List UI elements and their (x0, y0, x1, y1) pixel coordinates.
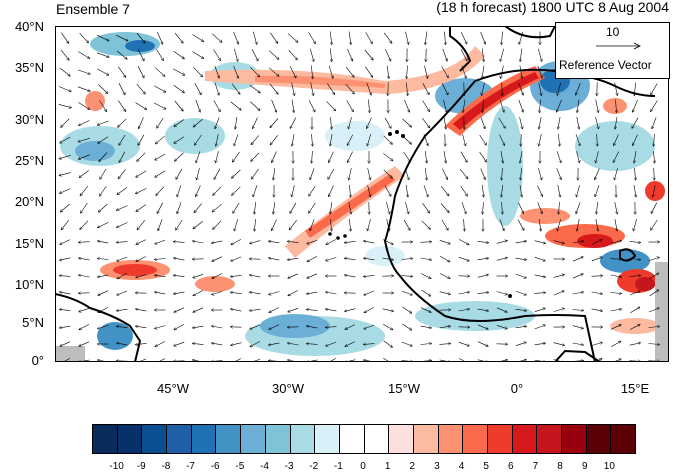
reference-vector-label: Reference Vector (559, 58, 652, 72)
lat-label-5n: 5°N (0, 315, 44, 330)
colorbar-swatch (439, 425, 464, 453)
colorbar-tick-label: -3 (277, 461, 301, 472)
colorbar-tick-label: -2 (302, 461, 326, 472)
colorbar (92, 424, 636, 454)
colorbar-tick-label: -5 (228, 461, 252, 472)
colorbar-swatch (611, 425, 635, 453)
plot-title-right: (18 h forecast) 1800 UTC 8 Aug 2004 (436, 0, 669, 15)
colorbar-swatch (513, 425, 538, 453)
colorbar-tick-label: 1 (376, 461, 400, 472)
colorbar-swatch (241, 425, 266, 453)
lon-label-0: 0° (487, 381, 547, 396)
colorbar-tick-label: 6 (499, 461, 523, 472)
lon-label-15w: 15°W (374, 381, 434, 396)
reference-vector-magnitude: 10 (606, 25, 619, 39)
colorbar-swatch (266, 425, 291, 453)
colorbar-tick-label: -4 (252, 461, 276, 472)
colorbar-tick-label: 0 (351, 461, 375, 472)
colorbar-tick-label: 2 (400, 461, 424, 472)
colorbar-swatch (167, 425, 192, 453)
lon-label-45w: 45°W (143, 381, 203, 396)
colorbar-swatch (93, 425, 118, 453)
colorbar-swatch (587, 425, 612, 453)
lat-label-40n: 40°N (0, 19, 44, 34)
colorbar-tick-label: -10 (105, 461, 129, 472)
colorbar-tick-label: 8 (548, 461, 572, 472)
colorbar-tick-label: 10 (597, 461, 621, 472)
lat-label-20n: 20°N (0, 194, 44, 209)
colorbar-swatch (118, 425, 143, 453)
colorbar-swatch (463, 425, 488, 453)
colorbar-swatch (216, 425, 241, 453)
lat-label-35n: 35°N (0, 60, 44, 75)
colorbar-tick-label: 4 (450, 461, 474, 472)
colorbar-swatch (142, 425, 167, 453)
lon-label-15e: 15°E (605, 381, 665, 396)
colorbar-tick-label: 9 (573, 461, 597, 472)
colorbar-swatch (537, 425, 562, 453)
colorbar-tick-label: -8 (154, 461, 178, 472)
colorbar-swatch (488, 425, 513, 453)
colorbar-tick-label: -1 (326, 461, 350, 472)
reference-arrow-icon (594, 41, 644, 51)
plot-title-left: Ensemble 7 (56, 1, 130, 17)
colorbar-tick-label: 3 (425, 461, 449, 472)
lat-label-30n: 30°N (0, 112, 44, 127)
colorbar-swatch (315, 425, 340, 453)
colorbar-swatch (414, 425, 439, 453)
colorbar-tick-label: -6 (203, 461, 227, 472)
colorbar-swatch (562, 425, 587, 453)
lat-label-25n: 25°N (0, 153, 44, 168)
lat-label-15n: 15°N (0, 236, 44, 251)
colorbar-swatch (192, 425, 217, 453)
lat-label-0: 0° (0, 353, 44, 368)
lat-label-10n: 10°N (0, 277, 44, 292)
colorbar-tick-label: 7 (523, 461, 547, 472)
reference-vector-box: 10 Reference Vector (555, 22, 670, 79)
colorbar-tick-label: -7 (179, 461, 203, 472)
colorbar-swatch (340, 425, 365, 453)
colorbar-swatch (365, 425, 390, 453)
lon-label-30w: 30°W (258, 381, 318, 396)
colorbar-swatch (389, 425, 414, 453)
colorbar-swatch (291, 425, 316, 453)
colorbar-tick-label: -9 (129, 461, 153, 472)
colorbar-tick-label: 5 (474, 461, 498, 472)
